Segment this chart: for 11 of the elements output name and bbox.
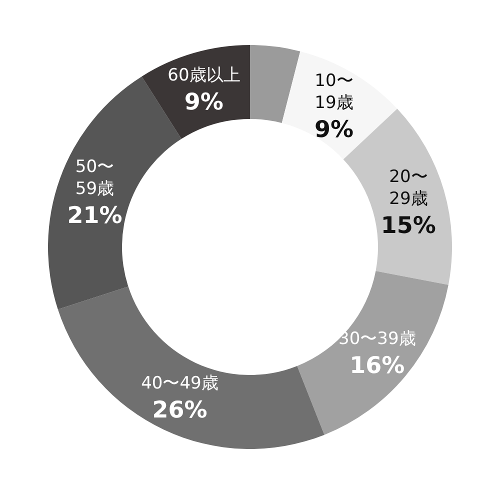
data-label: 9% [184,90,224,116]
slice-label: 10〜 19歳 [314,70,354,113]
slice-label: 20〜 29歳 [389,166,428,209]
slice-label: 60歳以上 [168,66,240,86]
data-label: 16% [350,353,405,380]
data-label: 21% [67,203,122,230]
data-label: 9% [314,116,354,143]
data-label: 26% [152,397,208,424]
data-label: 15% [380,212,436,239]
slice-label: 40〜49歳 [141,373,218,394]
slice-label: 50〜 59歳 [75,157,114,200]
